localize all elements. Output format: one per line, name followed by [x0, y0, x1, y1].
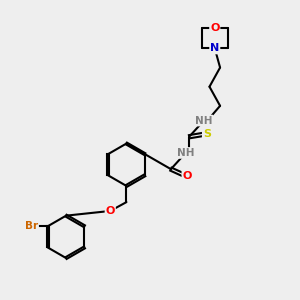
Text: NH: NH — [195, 116, 213, 126]
Text: NH: NH — [177, 148, 194, 158]
Text: Br: Br — [25, 221, 38, 231]
Text: N: N — [210, 44, 219, 53]
Text: O: O — [210, 23, 220, 33]
Text: O: O — [182, 172, 192, 182]
Text: O: O — [106, 206, 115, 216]
Text: S: S — [203, 129, 211, 139]
